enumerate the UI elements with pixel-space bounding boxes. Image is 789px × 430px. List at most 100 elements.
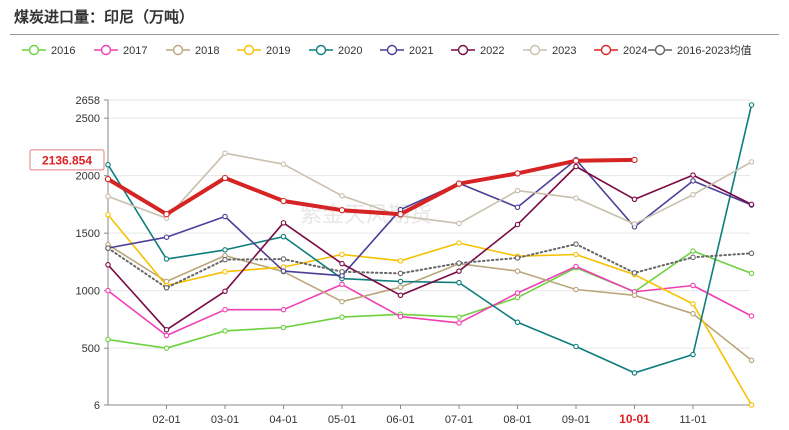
data-point: [105, 245, 111, 251]
data-point: [573, 195, 579, 201]
chart-title: 煤炭进口量：印尼（万吨）: [14, 8, 195, 26]
legend-item-2017[interactable]: 2017: [94, 44, 147, 57]
data-point: [222, 306, 228, 313]
data-point: [280, 197, 287, 205]
data-point: [105, 161, 111, 168]
legend-item-2019[interactable]: 2019: [237, 44, 290, 57]
legend-item-2023[interactable]: 2023: [523, 44, 576, 57]
data-point: [514, 294, 521, 301]
legend-label: 2019: [266, 45, 290, 57]
data-point: [397, 313, 404, 320]
series-line-2018: [107, 243, 753, 362]
data-point: [280, 161, 287, 167]
legend-label: 2021: [409, 45, 433, 57]
legend-marker: [386, 44, 398, 56]
legend-item-2016-2023[interactable]: 2016-2023均值: [648, 44, 752, 57]
data-point: [222, 268, 228, 275]
data-point: [222, 213, 228, 220]
legend-item-2021[interactable]: 2021: [380, 44, 433, 57]
data-point: [397, 278, 404, 285]
data-point: [280, 324, 287, 331]
data-point: [339, 298, 345, 305]
data-point: [338, 207, 346, 214]
y-tick-label: 2500: [76, 113, 100, 125]
data-point: [514, 221, 521, 228]
legend-item-2016[interactable]: 2016: [22, 44, 75, 57]
data-point: [397, 270, 404, 277]
data-point: [690, 254, 696, 261]
series-2016: [105, 248, 755, 351]
series-2019: [105, 212, 755, 408]
data-point: [339, 193, 345, 199]
data-point: [280, 256, 287, 262]
series-2018: [105, 241, 755, 364]
y-tick-label: 2000: [76, 171, 100, 183]
x-tick-label: 03-01: [211, 414, 239, 426]
legend-label: 2017: [123, 45, 147, 57]
legend-label: 2024: [623, 45, 647, 57]
data-point: [514, 319, 521, 326]
legend-marker: [243, 44, 255, 56]
legend-marker: [654, 44, 666, 56]
legend-marker: [28, 44, 40, 56]
data-point: [280, 233, 287, 240]
legend-marker: [529, 44, 541, 56]
data-point: [397, 258, 404, 264]
data-point: [105, 262, 111, 268]
series-line-2023: [107, 152, 753, 225]
data-point: [280, 268, 287, 274]
data-point: [690, 178, 696, 184]
legend-marker: [100, 44, 112, 56]
data-point: [339, 268, 345, 275]
data-point: [222, 288, 228, 295]
data-point: [748, 250, 755, 257]
data-point: [456, 279, 462, 286]
data-point: [222, 256, 228, 263]
legend-item-2022[interactable]: 2022: [451, 44, 504, 57]
data-point: [748, 270, 755, 277]
series-2020: [105, 102, 755, 376]
data-point: [339, 314, 345, 320]
data-point: [748, 102, 755, 108]
x-tick-label: 04-01: [269, 414, 297, 426]
data-point: [631, 270, 638, 276]
legend-label: 2018: [195, 45, 219, 57]
data-point: [631, 370, 638, 376]
x-tick-label: 05-01: [328, 414, 356, 426]
data-point: [163, 234, 170, 240]
series-2017: [105, 263, 755, 339]
x-tick-label-highlighted: 10-01: [619, 412, 650, 426]
legend[interactable]: 2016 2017 2018 2019 2020 2021 2022 2023 2024 2016…: [22, 44, 752, 57]
y-tick-label: 2658: [76, 95, 100, 107]
data-point: [514, 187, 521, 194]
data-point: [222, 328, 228, 334]
data-point: [105, 287, 111, 294]
axes: 6 500 1000 1500 2000 2500 2658 02-01 03-01 04-01 0…: [76, 95, 750, 426]
data-point: [514, 255, 521, 261]
data-point: [748, 357, 755, 364]
data-point: [690, 301, 696, 307]
series-line-2019: [107, 214, 753, 406]
data-point: [456, 220, 462, 227]
data-point: [163, 327, 170, 333]
legend-item-2018[interactable]: 2018: [166, 44, 219, 57]
legend-item-2024[interactable]: 2024: [594, 44, 647, 57]
series-line-2017: [107, 265, 753, 337]
value-callout: 2136.854: [29, 149, 105, 171]
title-divider: [10, 34, 779, 35]
data-point: [280, 220, 287, 226]
legend-item-2020[interactable]: 2020: [309, 44, 362, 57]
series-line-2016: [107, 250, 753, 349]
y-tick-label: 500: [82, 343, 100, 355]
callout-value: 2136.854: [42, 153, 92, 167]
x-tick-label: 09-01: [562, 414, 590, 426]
series-2024: [104, 156, 638, 218]
data-point: [163, 256, 170, 262]
data-point: [690, 248, 696, 254]
series-2016-2023: [105, 241, 755, 291]
data-point: [631, 292, 638, 299]
data-point: [339, 281, 345, 288]
callout-box: [29, 149, 105, 171]
data-point: [748, 402, 755, 408]
data-point: [456, 240, 462, 246]
